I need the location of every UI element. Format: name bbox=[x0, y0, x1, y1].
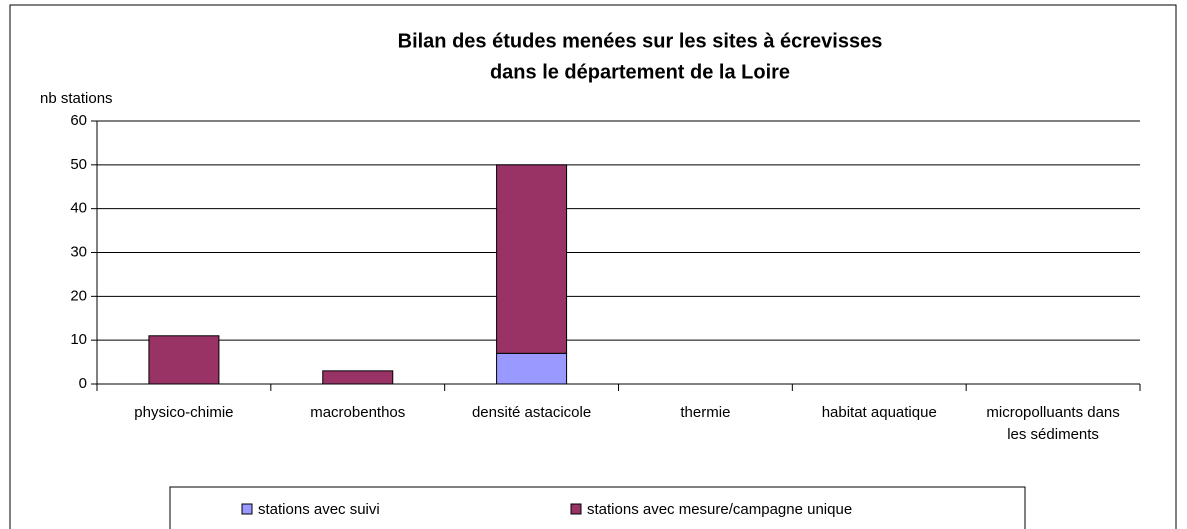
legend-label: stations avec mesure/campagne unique bbox=[587, 501, 852, 518]
x-tick-label: habitat aquatique bbox=[821, 404, 937, 421]
x-tick-label: densité astacicole bbox=[471, 404, 592, 421]
y-tick-label: 50 bbox=[70, 156, 87, 173]
chart-title: dans le département de la Loire bbox=[490, 61, 790, 83]
chart-frame bbox=[9, 4, 1177, 529]
x-tick-label: physico-chimie bbox=[134, 404, 234, 421]
y-tick-label: 30 bbox=[70, 243, 87, 260]
y-tick-label: 0 bbox=[79, 375, 87, 392]
legend-swatch bbox=[241, 503, 253, 515]
bar-segment bbox=[496, 352, 568, 385]
legend-swatch bbox=[570, 503, 582, 515]
bar-segment bbox=[496, 164, 568, 354]
x-tick-label: thermie bbox=[680, 404, 731, 421]
x-tick-label: macrobenthos bbox=[310, 404, 406, 421]
y-tick-label: 10 bbox=[70, 331, 87, 348]
y-tick-label: 20 bbox=[70, 287, 87, 304]
x-tick-label: micropolluants dans les sédiments bbox=[986, 404, 1120, 443]
chart-title: Bilan des études menées sur les sites à … bbox=[398, 30, 883, 52]
bar-segment bbox=[148, 335, 220, 385]
legend bbox=[169, 486, 1026, 529]
y-tick-label: 60 bbox=[70, 112, 87, 129]
y-tick-label: 40 bbox=[70, 200, 87, 217]
y-axis-label: nb stations bbox=[40, 90, 113, 107]
legend-label: stations avec suivi bbox=[258, 501, 380, 518]
bar-segment bbox=[322, 370, 394, 385]
